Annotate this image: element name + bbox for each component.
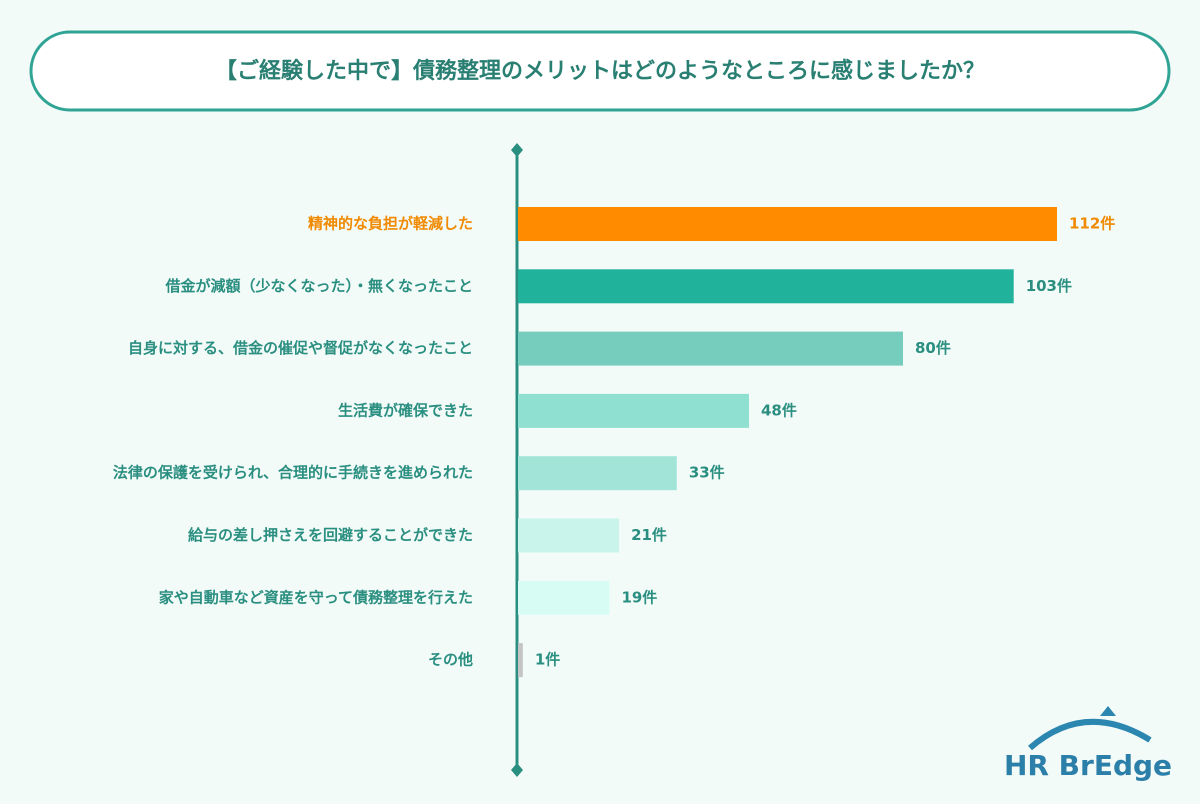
value-label: 103件 <box>1026 277 1072 295</box>
category-label: 借金が減額（少なくなった）・無くなったこと <box>164 277 473 295</box>
value-label: 21件 <box>631 526 667 544</box>
category-label: 給与の差し押さえを回避することができた <box>188 526 473 544</box>
value-label: 33件 <box>689 464 725 482</box>
logo-arc <box>1028 718 1152 751</box>
category-label: その他 <box>428 651 473 669</box>
category-label: 生活費が確保できた <box>338 401 473 419</box>
category-label: 自身に対する、借金の催促や督促がなくなったこと <box>128 339 473 357</box>
value-label: 112件 <box>1069 215 1115 233</box>
bar <box>518 207 1057 241</box>
bar <box>518 269 1014 304</box>
category-label: 家や自動車など資産を守って債務整理を行えた <box>159 588 473 606</box>
bar <box>518 643 523 678</box>
value-label: 1件 <box>535 651 560 669</box>
chart-title: 【ご経験した中で】債務整理のメリットはどのようなところに感じましたか？ <box>215 58 985 84</box>
bar <box>518 580 610 615</box>
logo-peak <box>1100 706 1116 716</box>
value-label: 19件 <box>621 588 657 606</box>
value-label: 80件 <box>915 339 951 357</box>
bar <box>518 393 749 428</box>
bar <box>518 518 620 553</box>
category-label: 法律の保護を受けられ、合理的に手続きを進められた <box>113 464 473 482</box>
bar <box>518 456 677 491</box>
logo: HR BrEdge <box>1004 749 1172 782</box>
category-label: 精神的な負担が軽減した <box>308 215 473 233</box>
title-box <box>29 30 1171 112</box>
axis-end <box>511 143 523 157</box>
value-label: 48件 <box>761 401 797 419</box>
axis-end <box>511 763 523 777</box>
bar <box>518 331 903 366</box>
